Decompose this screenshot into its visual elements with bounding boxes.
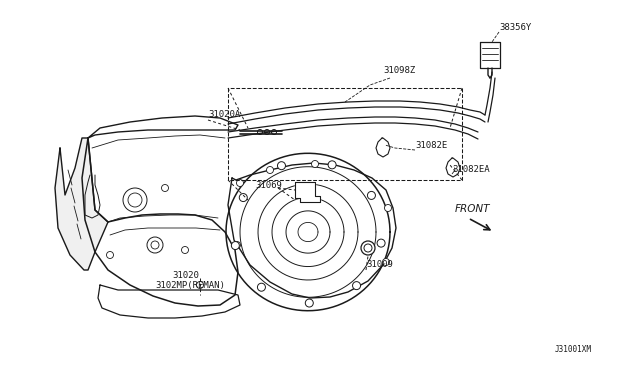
Text: 31098Z: 31098Z [383,66,415,75]
Circle shape [147,237,163,253]
Circle shape [271,129,276,135]
Circle shape [106,251,113,259]
Circle shape [123,188,147,212]
Circle shape [234,241,241,248]
Circle shape [257,129,262,135]
Text: 31020: 31020 [172,271,199,280]
Polygon shape [480,42,500,68]
Circle shape [377,239,385,247]
Circle shape [383,259,390,266]
Polygon shape [88,116,238,138]
Polygon shape [98,285,240,318]
Text: 31009: 31009 [366,260,393,269]
Text: J31001XM: J31001XM [555,345,592,354]
Text: 31069: 31069 [255,181,282,190]
Circle shape [328,161,336,169]
Text: 31020A: 31020A [208,110,240,119]
Circle shape [361,241,375,255]
Text: 31082EA: 31082EA [452,165,490,174]
Circle shape [239,193,247,202]
Polygon shape [55,138,108,270]
Circle shape [385,205,392,212]
Circle shape [264,129,269,135]
Text: 31082E: 31082E [415,141,447,150]
Polygon shape [226,153,390,311]
Polygon shape [82,138,238,306]
Circle shape [353,282,360,290]
Circle shape [237,180,243,186]
Circle shape [196,282,204,289]
Polygon shape [376,138,390,157]
Text: FRONT: FRONT [455,204,490,214]
Circle shape [231,241,239,250]
Text: 3102MP(REMAN): 3102MP(REMAN) [155,281,225,290]
Circle shape [257,283,266,291]
Circle shape [305,299,314,307]
Polygon shape [446,158,460,177]
Polygon shape [228,163,396,298]
Circle shape [182,247,189,253]
Circle shape [266,167,273,173]
Circle shape [312,160,319,167]
Circle shape [278,162,285,170]
Text: 38356Y: 38356Y [499,23,531,32]
Circle shape [161,185,168,192]
Circle shape [367,192,376,199]
Polygon shape [295,182,320,202]
